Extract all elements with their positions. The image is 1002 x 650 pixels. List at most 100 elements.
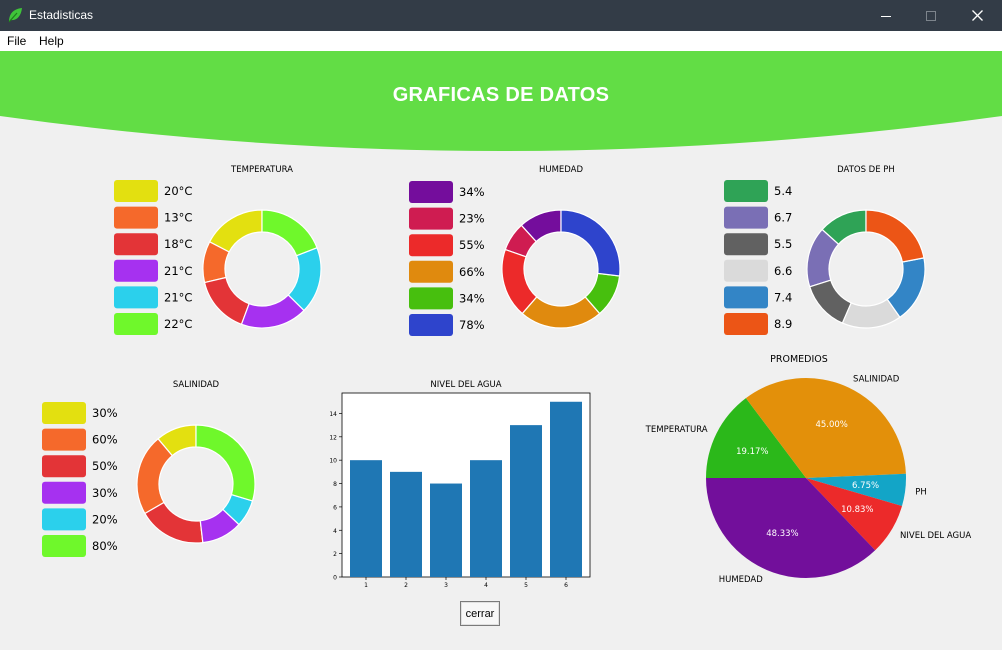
legend-swatch-3 bbox=[42, 455, 86, 478]
legend-label-6: 22°C bbox=[164, 317, 192, 331]
minimize-button[interactable] bbox=[863, 0, 909, 31]
legend-label-6: 80% bbox=[92, 539, 118, 553]
legend-label-6: 78% bbox=[459, 318, 485, 332]
donut-slice-2 bbox=[136, 437, 174, 515]
legend-swatch-6 bbox=[42, 535, 86, 557]
maximize-button[interactable] bbox=[908, 0, 954, 31]
bar-5 bbox=[510, 425, 542, 577]
chart-title: NIVEL DEL AGUA bbox=[430, 380, 501, 390]
legend-swatch-6 bbox=[114, 313, 158, 335]
legend-swatch-3 bbox=[724, 233, 768, 256]
bar-4 bbox=[470, 460, 502, 577]
donut-slice-6 bbox=[560, 209, 621, 277]
bar-1 bbox=[350, 460, 382, 577]
legend-swatch-5 bbox=[724, 286, 768, 309]
legend-label-3: 50% bbox=[92, 459, 118, 473]
close-icon bbox=[971, 10, 983, 21]
legend-swatch-5 bbox=[114, 286, 158, 309]
pie-slice-ph bbox=[806, 473, 906, 507]
legend-label-5: 34% bbox=[459, 291, 485, 305]
chart-title: DATOS DE PH bbox=[837, 165, 895, 175]
legend-swatch-2 bbox=[114, 206, 158, 229]
legend-label-1: 34% bbox=[459, 185, 485, 199]
legend-swatch-4 bbox=[114, 259, 158, 282]
legend-label-4: 6.6 bbox=[774, 264, 792, 278]
legend-swatch-6 bbox=[724, 313, 768, 335]
pie-label-ph: PH bbox=[915, 487, 927, 497]
donut-slice-3 bbox=[144, 501, 204, 544]
pie-label-temperatura: TEMPERATURA bbox=[645, 425, 708, 435]
legend-label-4: 66% bbox=[459, 265, 485, 279]
donut-slice-6 bbox=[865, 209, 925, 263]
humedad-chart: HUMEDAD 34% 23% 55% 66% 34% 78% bbox=[409, 165, 621, 336]
pie-pct-label-ph: 6.75% bbox=[852, 481, 879, 491]
x-tick-label-5: 5 bbox=[524, 582, 528, 589]
bar-3 bbox=[430, 483, 462, 577]
salinidad-chart: SALINIDAD 30% 60% 50% 30% 20% 80% bbox=[42, 380, 256, 557]
legend-label-6: 8.9 bbox=[774, 317, 792, 331]
donut-slice-6 bbox=[195, 424, 256, 502]
x-tick-label-4: 4 bbox=[484, 582, 488, 589]
legend-swatch-4 bbox=[724, 259, 768, 282]
legend-label-2: 60% bbox=[92, 433, 118, 447]
y-tick-label-3: 4 bbox=[333, 528, 337, 535]
pie-pct-label-humedad: 48.33% bbox=[766, 529, 798, 539]
legend-swatch-1 bbox=[114, 180, 158, 202]
maximize-icon bbox=[926, 10, 936, 21]
header-banner bbox=[0, 51, 1002, 151]
pie-label-nivel-del-agua: NIVEL DEL AGUA bbox=[900, 531, 971, 541]
legend-label-5: 20% bbox=[92, 512, 118, 526]
legend-swatch-5 bbox=[409, 287, 453, 310]
legend-label-1: 5.4 bbox=[774, 184, 792, 198]
menu-file[interactable]: File bbox=[7, 34, 27, 48]
legend-label-5: 21°C bbox=[164, 290, 192, 304]
legend-label-1: 30% bbox=[92, 406, 118, 420]
plot-area bbox=[341, 392, 591, 578]
y-tick-label-4: 6 bbox=[333, 504, 337, 511]
y-tick-label-1: 0 bbox=[333, 575, 337, 582]
menu-help[interactable]: Help bbox=[39, 34, 64, 48]
legend-swatch-3 bbox=[114, 233, 158, 256]
y-tick-label-5: 8 bbox=[333, 481, 337, 488]
legend-label-3: 55% bbox=[459, 238, 485, 252]
legend-label-2: 23% bbox=[459, 212, 485, 226]
chart-title: HUMEDAD bbox=[539, 165, 584, 175]
x-tick-label-3: 3 bbox=[444, 582, 448, 589]
legend-label-5: 7.4 bbox=[774, 290, 792, 304]
pie-pct-label-temperatura: 19.17% bbox=[736, 447, 768, 457]
close-window-button[interactable] bbox=[954, 0, 1000, 31]
donut-slice-3 bbox=[203, 276, 250, 326]
x-tick-label-2: 2 bbox=[404, 582, 408, 589]
legend-label-3: 5.5 bbox=[774, 237, 792, 251]
legend-swatch-1 bbox=[409, 181, 453, 203]
cerrar-button[interactable]: cerrar bbox=[460, 601, 500, 626]
legend-label-1: 20°C bbox=[164, 184, 192, 198]
legend-label-2: 6.7 bbox=[774, 211, 792, 225]
leaf-icon bbox=[8, 8, 22, 23]
legend-swatch-6 bbox=[409, 314, 453, 336]
legend-label-3: 18°C bbox=[164, 237, 192, 251]
pie-slice-salinidad bbox=[745, 378, 906, 478]
pie-slice-humedad bbox=[706, 478, 876, 578]
pie-label-humedad: HUMEDAD bbox=[719, 575, 764, 585]
legend-swatch-4 bbox=[409, 260, 453, 283]
menu-bar: File Help bbox=[0, 31, 1002, 51]
legend-swatch-4 bbox=[42, 481, 86, 504]
bar-6 bbox=[550, 401, 582, 577]
window-titlebar[interactable]: Estadisticas bbox=[0, 0, 1002, 31]
legend-swatch-2 bbox=[724, 206, 768, 229]
donut-slice-4 bbox=[521, 296, 601, 329]
pie-slice-temperatura bbox=[706, 398, 806, 478]
page-title: GRAFICAS DE DATOS bbox=[392, 84, 610, 106]
legend-swatch-2 bbox=[409, 207, 453, 230]
pie-label-salinidad: SALINIDAD bbox=[853, 375, 900, 385]
chart-title: SALINIDAD bbox=[173, 380, 220, 390]
minimize-icon bbox=[881, 15, 891, 17]
donut-slice-6 bbox=[261, 209, 318, 257]
y-tick-label-7: 12 bbox=[329, 434, 337, 441]
legend-label-4: 30% bbox=[92, 486, 118, 500]
pie-pct-label-salinidad: 45.00% bbox=[815, 420, 847, 430]
legend-label-2: 13°C bbox=[164, 211, 192, 225]
legend-swatch-1 bbox=[724, 180, 768, 202]
